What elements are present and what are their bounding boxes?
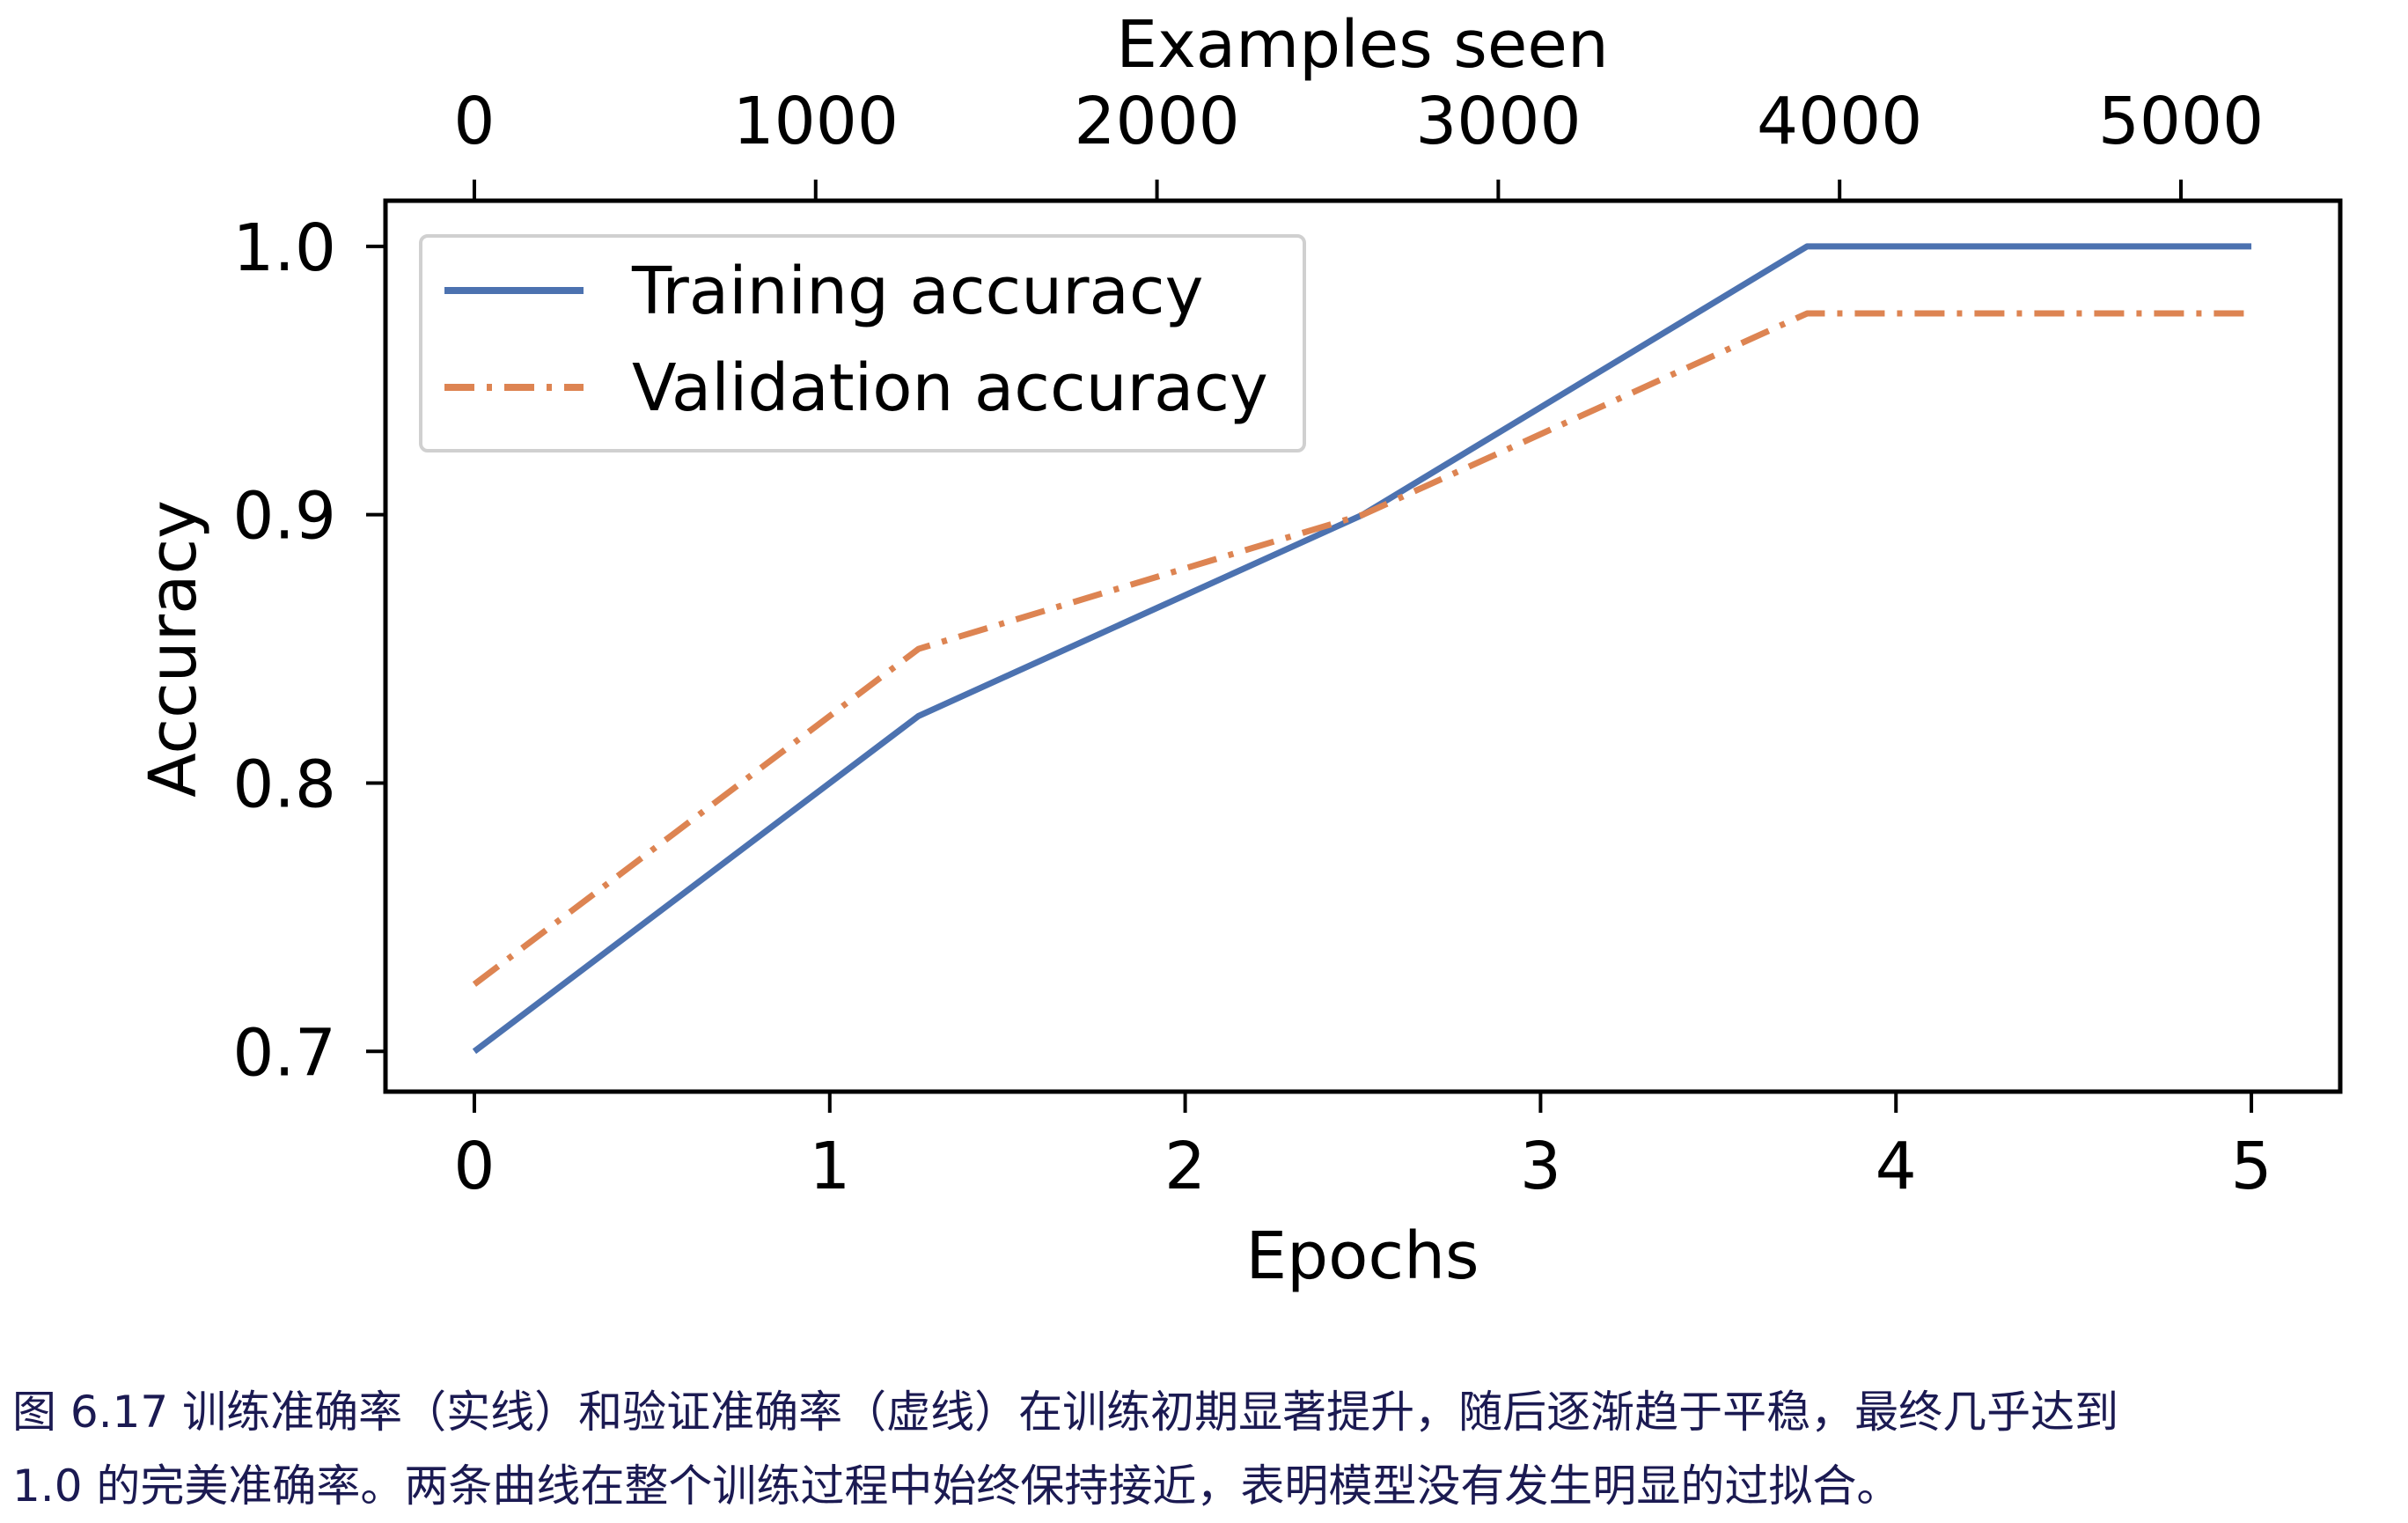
x-tick-label: 0	[453, 1129, 495, 1204]
y-axis-label: Accuracy	[136, 500, 211, 798]
x-tick-label: 3	[1520, 1129, 1561, 1204]
top-axis-label: Examples seen	[1116, 7, 1609, 83]
y-tick-label: 0.8	[232, 747, 336, 822]
caption-line-1: 图 6.17 训练准确率（实线）和验证准确率（虚线）在训练初期显著提升，随后逐渐…	[12, 1387, 2119, 1438]
plot-frame	[383, 198, 2343, 1094]
x-tick-label: 2	[1164, 1129, 1206, 1204]
legend-label-training: Training accuracy	[631, 254, 1203, 329]
top-x-tick-label: 0	[453, 84, 495, 159]
accuracy-chart: Examples seen 0 1000 2000 3000 4000 5000 0 1 2 3…	[136, 7, 2343, 1294]
legend: Training accuracy Validation accuracy	[419, 234, 1306, 452]
top-x-tick-label: 3000	[1415, 84, 1581, 159]
x-tick-label: 5	[2230, 1129, 2272, 1204]
x-tick-label: 4	[1876, 1129, 1917, 1204]
y-tick-label: 0.7	[232, 1015, 336, 1091]
figure-caption: 图 6.17 训练准确率（实线）和验证准确率（虚线）在训练初期显著提升，随后逐渐…	[12, 1375, 2406, 1523]
x-axis-label: Epochs	[1245, 1218, 1479, 1294]
top-x-tick-label: 1000	[733, 84, 899, 159]
series-line-validation	[472, 310, 2252, 987]
top-x-tick-label: 5000	[2098, 84, 2264, 159]
caption-line-2: 1.0 的完美准确率。两条曲线在整个训练过程中始终保持接近，表明模型没有发生明显…	[12, 1460, 1901, 1512]
top-x-tick-label: 2000	[1074, 84, 1239, 159]
top-x-tick-label: 4000	[1757, 84, 1922, 159]
legend-label-validation: Validation accuracy	[632, 350, 1268, 426]
y-tick-label: 0.9	[232, 479, 336, 555]
x-tick-label: 1	[809, 1129, 850, 1204]
y-tick-label: 1.0	[232, 210, 336, 286]
legend-box	[419, 234, 1306, 452]
